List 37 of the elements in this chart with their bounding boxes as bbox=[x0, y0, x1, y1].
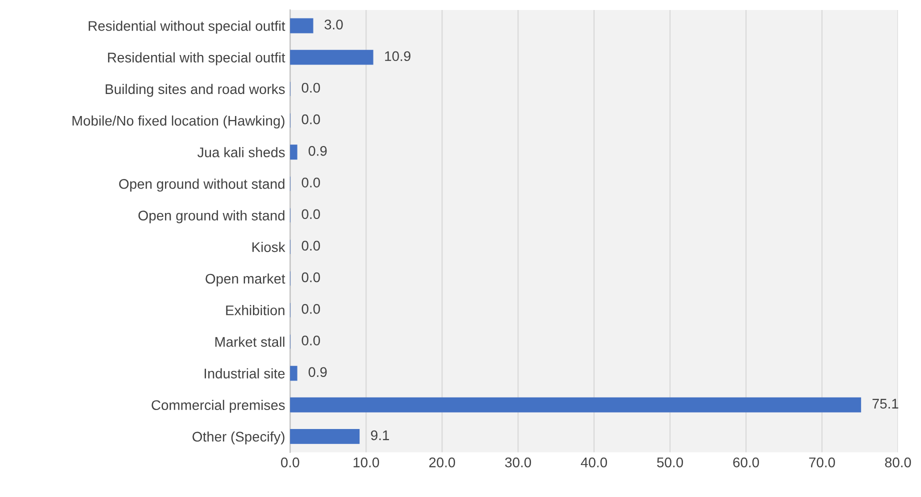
data-label: 0.0 bbox=[302, 336, 320, 346]
data-label: 3.0 bbox=[324, 20, 343, 30]
x-tick-label: 20.0 bbox=[429, 458, 456, 468]
y-tick-label: Commercial premises bbox=[152, 400, 285, 413]
data-label: 0.0 bbox=[302, 240, 320, 251]
data-label: 0.9 bbox=[308, 367, 327, 378]
data-label: 0.0 bbox=[302, 209, 320, 220]
x-tick-label: 60.0 bbox=[733, 458, 759, 468]
x-tick-label: 40.0 bbox=[580, 458, 608, 468]
y-tick-label: Other (Specify) bbox=[192, 431, 284, 444]
x-tick-label: 80.0 bbox=[885, 458, 911, 468]
y-tick-label: Residential with special outfit bbox=[108, 52, 286, 66]
data-label: 9.1 bbox=[371, 430, 389, 440]
x-tick-label: 50.0 bbox=[657, 458, 683, 468]
data-label: 10.9 bbox=[385, 51, 410, 62]
x-tick-label: 10.0 bbox=[354, 458, 380, 468]
x-tick-label: 70.0 bbox=[809, 458, 835, 468]
data-label: 0.0 bbox=[302, 82, 320, 93]
y-tick-label: Kiosk bbox=[252, 242, 286, 252]
data-label: 0.0 bbox=[302, 178, 320, 188]
y-tick-label: Jua kali sheds bbox=[197, 147, 285, 158]
y-tick-label: Open ground with stand bbox=[138, 210, 284, 224]
y-tick-label: Building sites and road works bbox=[106, 84, 285, 97]
x-tick-label: 30.0 bbox=[505, 458, 532, 468]
data-label: 75.1 bbox=[872, 398, 898, 409]
y-tick-label: Open market bbox=[206, 273, 286, 286]
y-tick-label: Market stall bbox=[215, 336, 284, 347]
y-tick-label: Open ground without stand bbox=[119, 178, 284, 192]
y-tick-label: Mobile/No fixed location (Hawking) bbox=[72, 115, 284, 128]
y-tick-label: Exhibition bbox=[226, 305, 284, 316]
data-label: 0.9 bbox=[308, 146, 327, 156]
data-label: 0.0 bbox=[302, 114, 320, 124]
y-tick-label: Residential without special outfit bbox=[88, 20, 286, 34]
x-tick-label: 0.0 bbox=[281, 458, 300, 468]
y-tick-label: Industrial site bbox=[204, 368, 285, 378]
data-label: 0.0 bbox=[302, 272, 320, 282]
data-label: 0.0 bbox=[302, 304, 320, 314]
